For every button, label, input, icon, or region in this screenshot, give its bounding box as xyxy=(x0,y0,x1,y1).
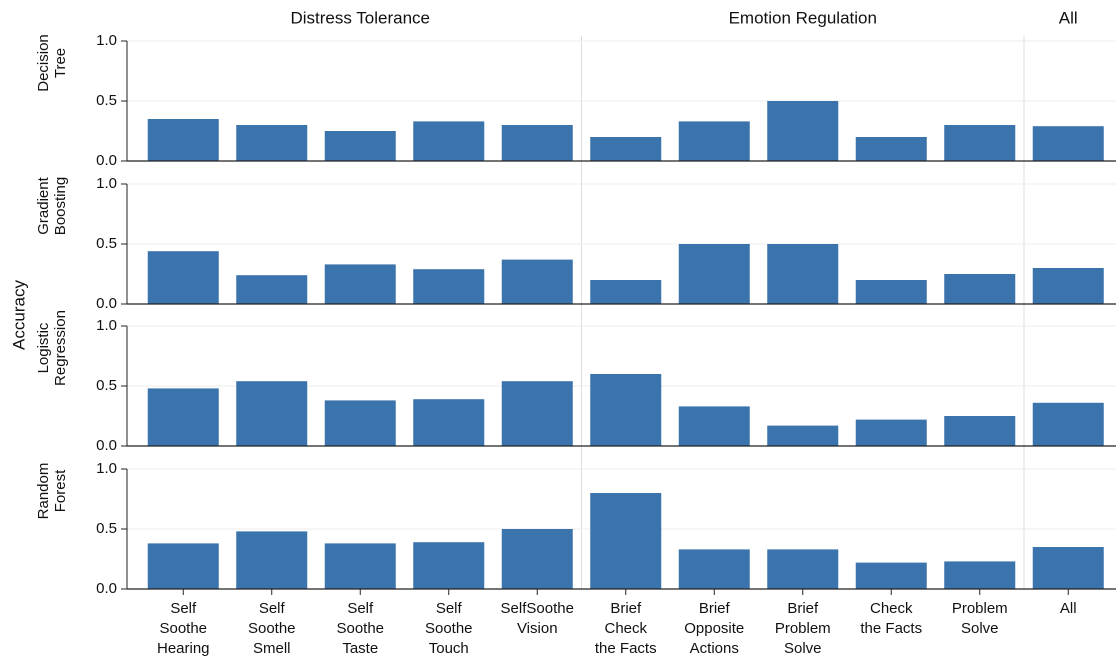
bar xyxy=(147,119,219,161)
bar xyxy=(767,549,839,589)
x-tick-label: Brief Check the Facts xyxy=(595,600,657,657)
row-label: GradientBoosting xyxy=(35,176,69,235)
x-tick-label: Self Soothe Touch xyxy=(425,600,473,657)
bar xyxy=(767,101,839,161)
y-tick-label: 1.0 xyxy=(96,175,117,192)
x-tick-label: Self Soothe Taste xyxy=(336,600,384,657)
bar xyxy=(236,531,308,589)
x-tick-label: Problem Solve xyxy=(952,600,1008,637)
bar xyxy=(501,529,573,589)
y-tick-label: 0.5 xyxy=(96,520,117,537)
group-title: Emotion Regulation xyxy=(729,8,877,27)
bar xyxy=(590,137,662,161)
row-label: DecisionTree xyxy=(35,34,69,92)
bar xyxy=(767,244,839,304)
y-tick-label: 0.0 xyxy=(96,437,117,454)
y-tick-label: 0.0 xyxy=(96,295,117,312)
bar xyxy=(767,425,839,446)
bar xyxy=(944,274,1016,304)
bar xyxy=(501,259,573,304)
bar xyxy=(324,131,396,161)
bar xyxy=(324,543,396,589)
bar xyxy=(236,381,308,446)
bar xyxy=(324,264,396,304)
bar xyxy=(147,543,219,589)
bar xyxy=(944,125,1016,161)
group-title: Distress Tolerance xyxy=(290,8,430,27)
bar xyxy=(590,374,662,446)
bar xyxy=(501,125,573,161)
bar xyxy=(413,269,485,304)
x-tick-label: Check the Facts xyxy=(860,600,922,637)
x-tick-label: Self Soothe Hearing xyxy=(157,600,210,657)
x-tick-label: Brief Opposite Actions xyxy=(684,600,744,657)
bar xyxy=(678,406,750,446)
row-label: LogisticRegression xyxy=(35,310,69,386)
x-tick-label: Brief Problem Solve xyxy=(775,600,831,657)
bar xyxy=(413,399,485,446)
y-tick-label: 1.0 xyxy=(96,460,117,477)
bar xyxy=(324,400,396,446)
bar xyxy=(147,251,219,304)
bar xyxy=(1032,126,1104,161)
bar xyxy=(590,493,662,589)
bar xyxy=(855,280,927,304)
bar xyxy=(678,549,750,589)
x-tick-label: SelfSoothe Vision xyxy=(501,600,574,637)
group-title: All xyxy=(1059,8,1078,27)
y-tick-label: 0.0 xyxy=(96,580,117,597)
bar xyxy=(855,562,927,589)
bar xyxy=(944,561,1016,589)
y-tick-label: 0.5 xyxy=(96,92,117,109)
bar xyxy=(678,121,750,161)
bar xyxy=(147,388,219,446)
bar xyxy=(944,416,1016,446)
bar xyxy=(501,381,573,446)
y-tick-label: 0.5 xyxy=(96,235,117,252)
bar xyxy=(236,275,308,304)
bar xyxy=(855,137,927,161)
bar xyxy=(413,542,485,589)
bar xyxy=(1032,547,1104,589)
y-tick-label: 0.0 xyxy=(96,152,117,169)
y-tick-label: 0.5 xyxy=(96,377,117,394)
bar xyxy=(236,125,308,161)
bar xyxy=(1032,402,1104,446)
x-tick-label: Self Soothe Smell xyxy=(248,600,296,657)
bar xyxy=(413,121,485,161)
row-label: RandomForest xyxy=(35,463,69,520)
bar xyxy=(855,419,927,446)
bar xyxy=(590,280,662,304)
x-tick-label: All xyxy=(1060,600,1077,617)
bar xyxy=(1032,268,1104,304)
y-tick-label: 1.0 xyxy=(96,32,117,49)
y-axis-label: Accuracy xyxy=(9,280,28,350)
y-tick-label: 1.0 xyxy=(96,317,117,334)
bar xyxy=(678,244,750,304)
